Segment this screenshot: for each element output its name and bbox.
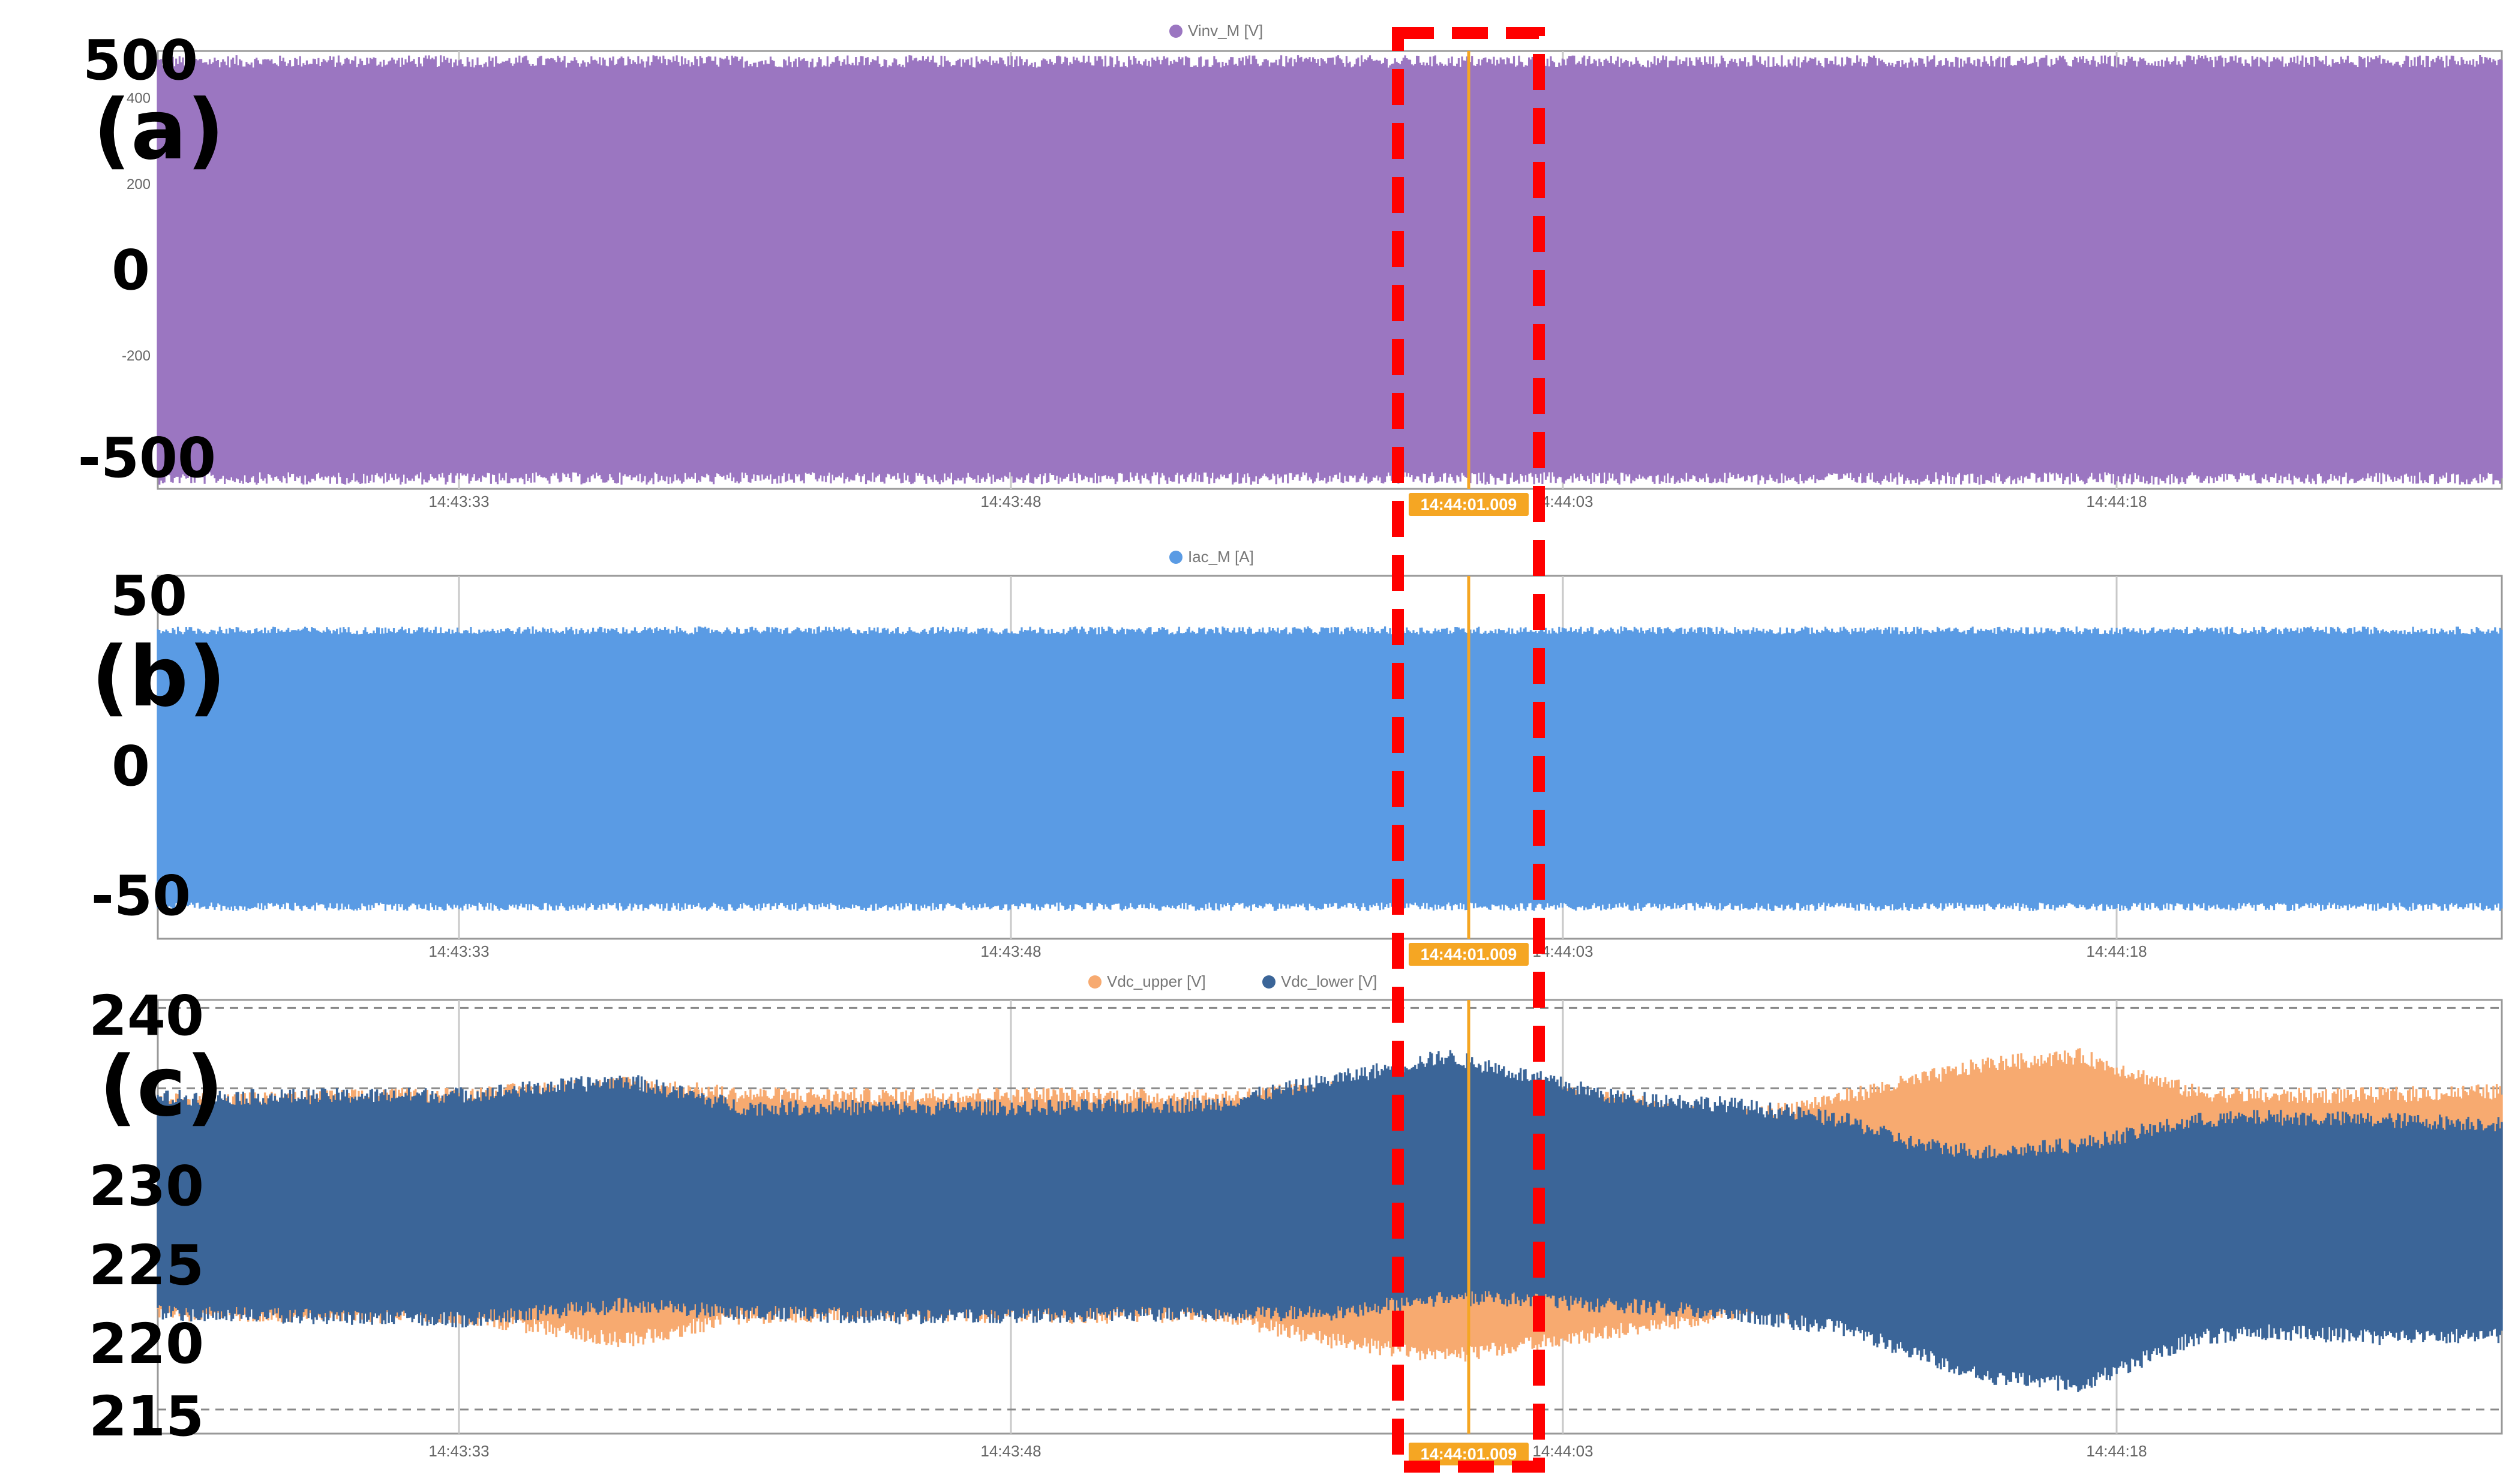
x-tick-label: 14:44:18 <box>2086 492 2147 510</box>
y-tick-big-a-0: 0 <box>111 238 150 302</box>
cursor-label-box <box>1409 943 1529 966</box>
y-tick-big-c-215: 215 <box>88 1384 204 1449</box>
x-tick-label: 14:43:48 <box>980 942 1041 960</box>
x-tick-label: 14:43:33 <box>428 492 489 510</box>
legend-label: Vdc_upper [V] <box>1107 972 1206 990</box>
legend-label: Iac_M [A] <box>1188 548 1254 566</box>
y-tick-big-c-220: 220 <box>88 1312 204 1376</box>
panel-label-a: (a) <box>93 82 225 178</box>
y-tick-big-c-230: 230 <box>88 1154 204 1218</box>
y-tick-small: 200 <box>127 176 151 193</box>
y-tick-big-b-0: 0 <box>111 734 150 798</box>
x-tick-label: 14:43:48 <box>980 1442 1041 1460</box>
y-tick-big-c-240: 240 <box>88 984 204 1048</box>
cursor-label: 14:44:01.009 <box>1421 1445 1517 1463</box>
x-tick-label: 14:43:33 <box>428 1442 489 1460</box>
x-tick-label: 14:44:03 <box>1532 1442 1593 1460</box>
x-tick-label: 14:44:18 <box>2086 1442 2147 1460</box>
legend-label: Vdc_lower [V] <box>1281 972 1377 990</box>
y-tick-big-a-neg500: -500 <box>77 426 216 490</box>
y-tick-small: -200 <box>122 348 151 364</box>
legend-marker <box>1262 975 1275 989</box>
cursor-label: 14:44:01.009 <box>1421 495 1517 513</box>
x-tick-label: 14:43:48 <box>980 492 1041 510</box>
y-tick-small: 400 <box>127 91 151 107</box>
y-tick-big-a-500: 500 <box>82 28 198 92</box>
panel-b: Iac_M [A]14:43:33 14:43:48 14:44:03 14:44:1… <box>157 548 2503 966</box>
x-tick-label: 14:43:33 <box>428 942 489 960</box>
y-tick-big-c-225: 225 <box>88 1233 204 1297</box>
highlight-box <box>1392 27 1545 1473</box>
y-tick-big-b-neg50: -50 <box>91 864 191 928</box>
cursor-label: 14:44:01.009 <box>1421 945 1517 963</box>
cursor-label-box <box>1409 1443 1529 1465</box>
panel-c: Vdc_upper [V] Vdc_lower [V] 14:43:33 14:43:… <box>157 972 2503 1465</box>
series-a <box>157 55 2503 485</box>
panel-a: 400 200 -200 Vinv_M [V] 14:43:33 14:43:48 14:4… <box>122 22 2503 516</box>
legend-marker <box>1169 551 1183 564</box>
legend-label: Vinv_M [V] <box>1188 22 1263 40</box>
legend-marker <box>1088 975 1102 989</box>
y-tick-big-b-50: 50 <box>110 564 187 628</box>
panel-label-c: (c) <box>99 1038 224 1135</box>
series-b <box>157 626 2503 911</box>
panel-label-b: (b) <box>91 629 226 725</box>
x-tick-label: 14:44:18 <box>2086 942 2147 960</box>
legend-marker <box>1169 25 1183 38</box>
series-vdc-lower <box>157 1050 2503 1392</box>
cursor-label-box <box>1409 493 1529 516</box>
